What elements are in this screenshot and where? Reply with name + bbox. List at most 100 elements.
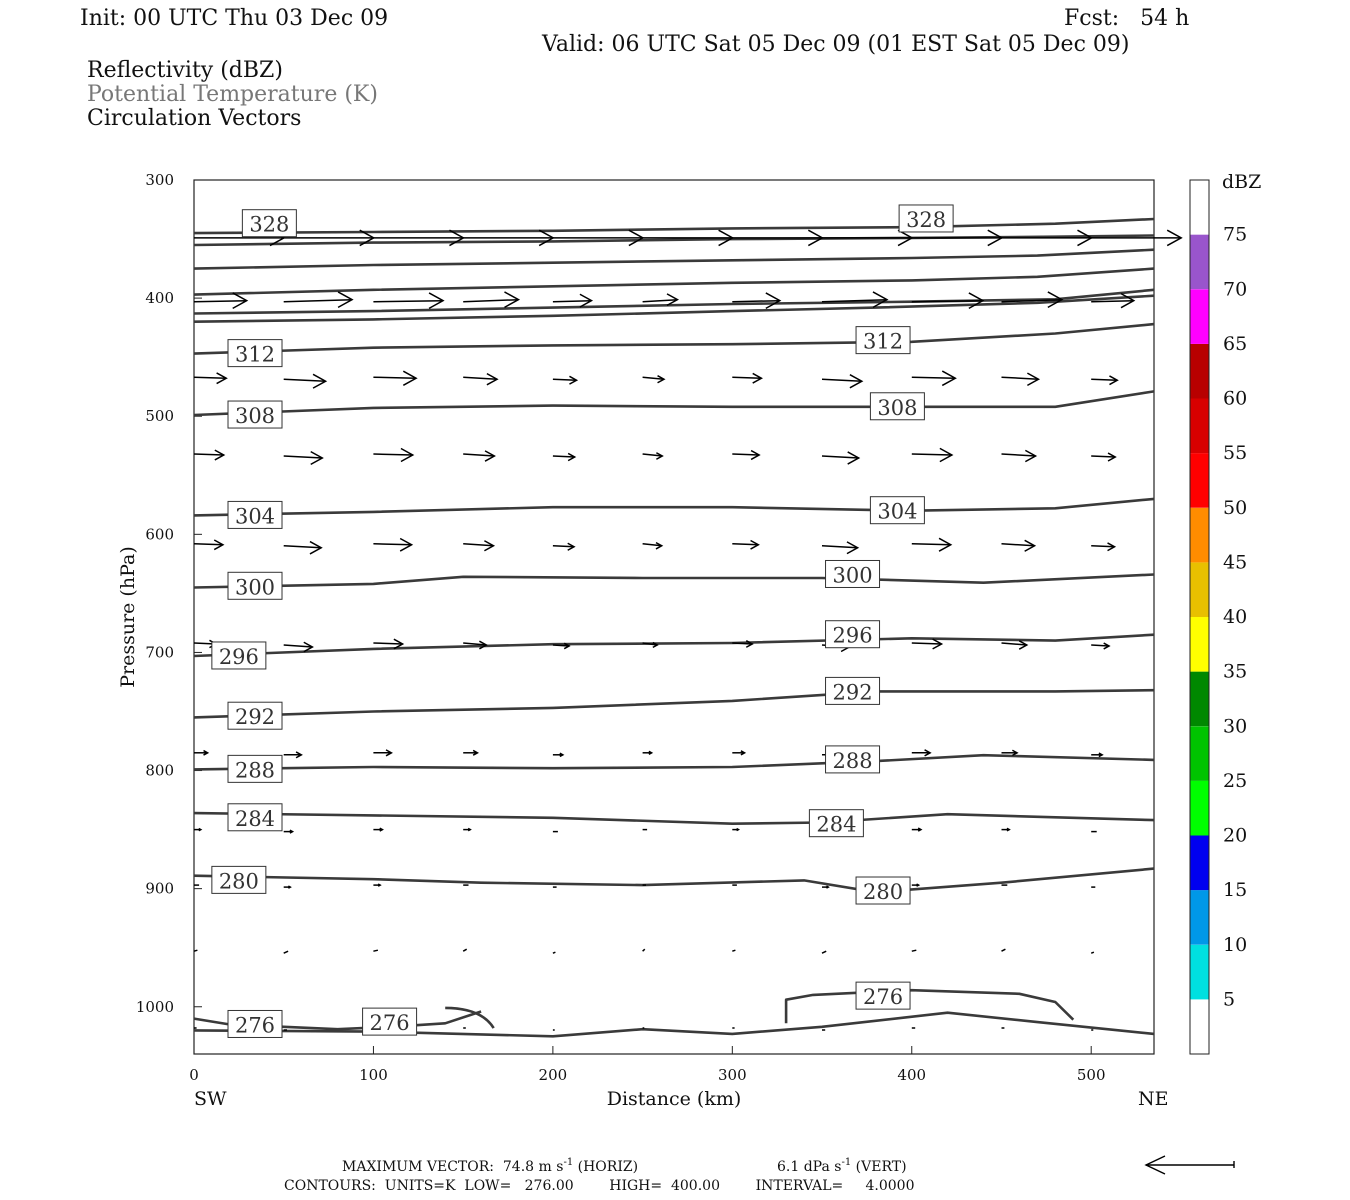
contour-label-box: [855, 326, 911, 355]
vector-shaft: [1090, 951, 1095, 954]
circulation-vector: [1091, 292, 1136, 309]
vector-head: [203, 749, 210, 756]
vector-shaft: [1001, 376, 1039, 380]
circulation-vector: [283, 641, 314, 653]
vector-head: [765, 292, 782, 310]
circulation-vector: [642, 452, 664, 460]
contour-label-box: [869, 496, 925, 525]
y-tick-label: 500: [145, 407, 174, 425]
vector-shaft: [821, 298, 888, 303]
contour-label-text: 276: [370, 1011, 410, 1035]
forecast-hour: Fcst: 54 h: [1064, 6, 1189, 31]
vector-shaft: [193, 376, 227, 379]
vector-head: [847, 451, 861, 465]
colorbar-segment: [1190, 944, 1209, 1000]
vector-head: [652, 641, 659, 649]
contour-label-text: 312: [863, 330, 903, 354]
circulation-vector: [1091, 375, 1119, 386]
colorbar-segment: [1190, 617, 1209, 672]
circulation-vector: [1001, 539, 1037, 552]
isentrope-line: [193, 217, 1155, 235]
vector-shaft: [642, 453, 663, 457]
vector-head: [213, 539, 225, 551]
x-axis-title: Distance (km): [607, 1088, 742, 1110]
colorbar-tick-label: 5: [1223, 988, 1235, 1010]
vector-shaft: [283, 378, 326, 382]
contour-label: 312: [227, 339, 283, 368]
max-vector-text: MAXIMUM VECTOR: 74.8 m s-1 (HORIZ) 6.1 dP…: [342, 1157, 907, 1175]
vector-head: [656, 452, 664, 460]
vector-shaft: [732, 949, 736, 952]
contour-label-box: [211, 641, 267, 670]
vector-head: [472, 749, 479, 756]
circulation-vector: [911, 447, 954, 463]
colorbar-segment: [1190, 835, 1209, 891]
vector-shaft: [1091, 644, 1110, 647]
vector-head: [479, 640, 488, 650]
colorbar-segment: [1190, 507, 1209, 563]
contour-label: 280: [211, 865, 267, 894]
circulation-vector: [373, 949, 379, 952]
isentropes: [193, 217, 1155, 1038]
contour-label-text: 276: [863, 985, 903, 1009]
vector-shaft: [462, 948, 468, 952]
contour-label-box: [855, 981, 911, 1010]
circulation-vector: [373, 292, 445, 310]
vector-shaft: [373, 299, 444, 303]
circulation-vector: [194, 749, 210, 756]
circulation-vector: [1091, 752, 1104, 758]
colorbar-segment: [1190, 890, 1209, 945]
vector-shaft: [1001, 298, 1062, 303]
circulation-vector: [821, 374, 864, 389]
isentrope-line: [193, 234, 1155, 247]
contour-label-text: 288: [235, 758, 275, 782]
circulation-vector: [911, 827, 923, 832]
colorbar-segment: [1190, 343, 1209, 399]
contour-label-text: 292: [832, 680, 872, 704]
circulation-vector: [283, 751, 303, 759]
contour-label-box: [869, 392, 925, 421]
circulation-vector: [1091, 229, 1183, 247]
vector-head: [567, 452, 577, 462]
vector-head: [1024, 539, 1037, 552]
colorbar-segment: [1190, 780, 1209, 836]
vector-head: [826, 885, 830, 889]
contour-label-box: [227, 754, 283, 783]
vector-shaft: [821, 950, 827, 954]
colorbar-unit: dBZ: [1222, 171, 1261, 193]
circulation-vector: [642, 375, 666, 384]
x-tick-label: 0: [189, 1066, 199, 1084]
init-time: Init: 00 UTC Thu 03 Dec 09: [80, 6, 388, 31]
vector-head: [750, 539, 760, 550]
contour-label: 300: [825, 559, 881, 588]
colorbar-segment: [1190, 180, 1209, 235]
vector-shaft: [1091, 299, 1134, 303]
vector-head: [1103, 642, 1111, 650]
circulation-vector: [642, 641, 659, 649]
vector-head: [563, 642, 571, 650]
vector-head: [377, 883, 382, 887]
colorbar-segment: [1190, 398, 1209, 454]
vector-head: [402, 370, 418, 386]
contour-label: 288: [227, 754, 283, 783]
circulation-vector: [283, 885, 292, 889]
vector-head: [232, 292, 249, 310]
vector-shaft: [1001, 948, 1006, 952]
vector-head: [736, 827, 741, 832]
vector-head: [504, 291, 521, 309]
vector-head: [309, 540, 323, 555]
vector-head: [745, 640, 754, 648]
vector-shaft: [911, 453, 952, 456]
vector-head: [1107, 542, 1117, 552]
circulation-vector: [552, 642, 571, 650]
circulation-vector: [193, 449, 226, 461]
contour-label-box: [227, 701, 283, 730]
vector-shaft: [552, 545, 575, 548]
colorbar-tick-label: 30: [1223, 715, 1247, 737]
contour-label: 292: [825, 676, 881, 705]
circulation-vector: [463, 372, 499, 386]
isentrope-line: [445, 1006, 495, 1029]
contour-label: 304: [227, 500, 283, 529]
isentrope-line: [193, 811, 1155, 825]
vector-head: [924, 749, 932, 757]
